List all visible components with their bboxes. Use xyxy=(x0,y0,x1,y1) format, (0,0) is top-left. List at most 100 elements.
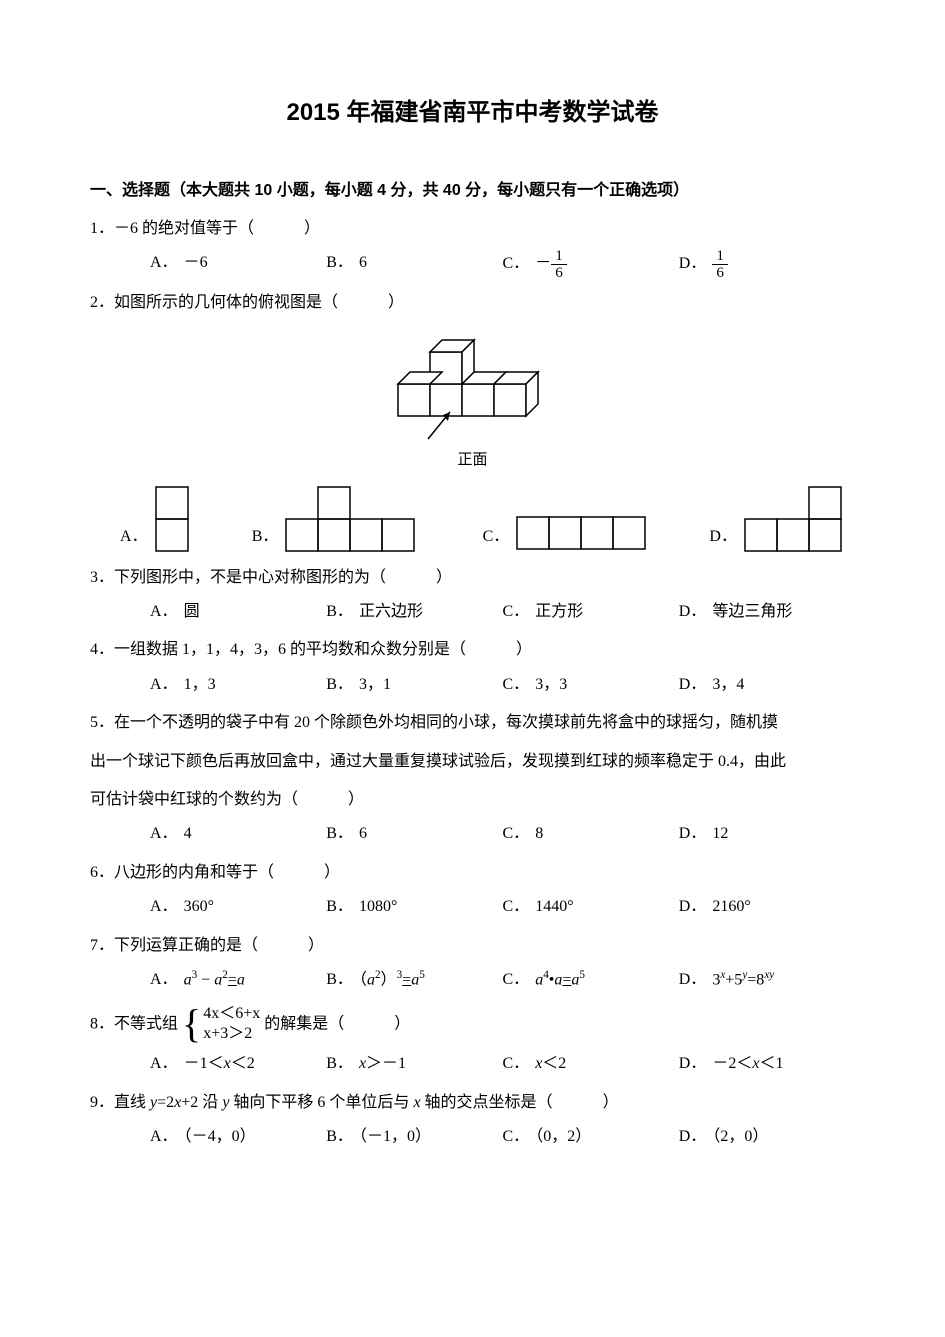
q8-optA: A．－1＜x＜2 xyxy=(150,1049,326,1079)
q1-A-text: －6 xyxy=(184,254,208,271)
q4-options: A． 1，3 B． 3，1 C．3，3 D． 3，4 xyxy=(90,670,855,700)
page-title: 2015 年福建省南平市中考数学试卷 xyxy=(90,90,855,136)
q6-B-text: 1080° xyxy=(359,898,397,915)
q5-line2: 出一个球记下颜色后再放回盒中，通过大量重复摸球试验后，发现摸到红球的频率稳定于 … xyxy=(90,747,855,777)
q1-options: A．－6 B．6 C．－16 D．16 xyxy=(90,248,855,279)
frac-den: 6 xyxy=(712,264,728,280)
frac-num: 1 xyxy=(551,248,567,263)
optA-label: A． xyxy=(120,522,148,552)
blank-paren: （ ） xyxy=(258,864,346,881)
q5-line3-text: 可估计袋中红球的个数约为 xyxy=(90,791,282,808)
q4-optC: C．3，3 xyxy=(503,670,679,700)
q4-optA: A． 1，3 xyxy=(150,670,326,700)
optD-label: D． xyxy=(709,522,737,552)
q9-optB: B．（－1，0） xyxy=(326,1122,502,1152)
q3-B-text: 正六边形 xyxy=(359,603,423,620)
brace-icon: { xyxy=(182,1004,201,1044)
q6-options: A．360° B．1080° C．1440° D．2160° xyxy=(90,892,855,922)
q6-D-text: 2160° xyxy=(712,898,750,915)
optB-label: B． xyxy=(252,522,279,552)
optA-label: A． xyxy=(150,676,178,693)
blank-paren: （ ） xyxy=(322,294,410,311)
optD-label: D． xyxy=(679,255,707,272)
q7-optA: A．a3 − a2=a xyxy=(150,965,326,996)
q6-optB: B．1080° xyxy=(326,892,502,922)
q1-B-text: 6 xyxy=(359,254,367,271)
q9-ax1: 轴向下平移 6 个单位后与 xyxy=(229,1094,413,1111)
q2-stem: 2．如图所示的几何体的俯视图是（ ） xyxy=(90,288,855,318)
q5-C-text: 8 xyxy=(535,825,543,842)
q6-text: 6．八边形的内角和等于 xyxy=(90,864,258,881)
q5-optD: D． 12 xyxy=(679,819,855,849)
frac-den: 6 xyxy=(551,264,567,280)
q7-text: 7．下列运算正确的是 xyxy=(90,937,242,954)
q4-optD: D． 3，4 xyxy=(679,670,855,700)
q3-C-text: 正方形 xyxy=(535,603,583,620)
optC-label: C． xyxy=(503,825,530,842)
q5-optA: A． 4 xyxy=(150,819,326,849)
q8-pre: 8．不等式组 xyxy=(90,1015,178,1032)
q9-B-text: （－1，0） xyxy=(359,1128,431,1145)
optB-label: B． xyxy=(326,971,353,988)
optA-label: A． xyxy=(150,971,178,988)
q4-B-text: 3，1 xyxy=(359,676,391,693)
q8-options: A．－1＜x＜2 B．x＞－1 C．x＜2 D．－2＜x＜1 xyxy=(90,1049,855,1079)
q9-A-text: （－4，0） xyxy=(184,1128,256,1145)
q9-D-text: （2，0） xyxy=(712,1128,768,1145)
optA-label: A． xyxy=(150,1055,178,1072)
section-header: 一、选择题（本大题共 10 小题，每小题 4 分，共 40 分，每小题只有一个正… xyxy=(90,176,855,206)
q4-optB: B． 3，1 xyxy=(326,670,502,700)
optC-label: C． xyxy=(503,1055,530,1072)
q9-optC: C．（0，2） xyxy=(503,1122,679,1152)
q9-mid: 沿 xyxy=(198,1094,222,1111)
optD-label: D． xyxy=(679,603,707,620)
optC-label: C． xyxy=(503,255,530,272)
optD-label: D． xyxy=(679,676,707,693)
optD-label: D． xyxy=(679,1055,707,1072)
q6-stem: 6．八边形的内角和等于（ ） xyxy=(90,858,855,888)
q2-optA: A． xyxy=(120,483,192,553)
blank-paren: （ ） xyxy=(282,791,370,808)
q2-text: 2．如图所示的几何体的俯视图是 xyxy=(90,294,322,311)
optD-label: D． xyxy=(679,825,707,842)
q5-A-text: 4 xyxy=(184,825,192,842)
q8-optB: B．x＞－1 xyxy=(326,1049,502,1079)
q8-optC: C．x＜2 xyxy=(503,1049,679,1079)
optC-label: C． xyxy=(503,971,530,988)
q9-stem: 9．直线 y=2x+2 沿 y 轴向下平移 6 个单位后与 x 轴的交点坐标是（… xyxy=(90,1088,855,1118)
q2-optC: C． xyxy=(483,513,650,553)
q4-D-text: 3，4 xyxy=(712,676,744,693)
q5-options: A．4 B．6 C．8 D．12 xyxy=(90,819,855,849)
optB-label: B． xyxy=(326,676,353,693)
q3-text: 3．下列图形中，不是中心对称图形的为 xyxy=(90,569,370,586)
optB-label: B． xyxy=(326,1055,353,1072)
q1-optB: B．6 xyxy=(326,248,502,279)
q4-A-text: 1，3 xyxy=(184,676,216,693)
q4-text: 4．一组数据 1，1，4，3，6 的平均数和众数分别是 xyxy=(90,641,450,658)
optC-label: C． xyxy=(503,898,530,915)
q3-optC: C． 正方形 xyxy=(503,597,679,627)
q5-line3: 可估计袋中红球的个数约为（ ） xyxy=(90,785,855,815)
optC-label: C． xyxy=(503,603,530,620)
q6-optD: D．2160° xyxy=(679,892,855,922)
q1-num: 1． xyxy=(90,220,114,237)
q9-optD: D．（2，0） xyxy=(679,1122,855,1152)
optA-label: A． xyxy=(150,898,178,915)
q5-D-text: 12 xyxy=(712,825,728,842)
q2-optB-icon xyxy=(282,483,422,553)
optC-label: C． xyxy=(503,1128,530,1145)
blank-paren: （ ） xyxy=(242,937,330,954)
q4-C-text: 3，3 xyxy=(535,676,567,693)
optA-label: A． xyxy=(150,603,178,620)
optB-label: B． xyxy=(326,825,353,842)
q8-post: 的解集是 xyxy=(264,1015,328,1032)
blank-paren: （ ） xyxy=(450,641,538,658)
optD-label: D． xyxy=(679,971,707,988)
q6-optA: A．360° xyxy=(150,892,326,922)
q3-options: A．圆 B．正六边形 C．正方形 D．等边三角形 xyxy=(90,597,855,627)
q4-stem: 4．一组数据 1，1，4，3，6 的平均数和众数分别是（ ） xyxy=(90,635,855,665)
optA-label: A． xyxy=(150,825,178,842)
q1-optC: C．－16 xyxy=(503,248,679,279)
q2-options: A． B． C． D． xyxy=(90,483,855,553)
q5-optC: C． 8 xyxy=(503,819,679,849)
